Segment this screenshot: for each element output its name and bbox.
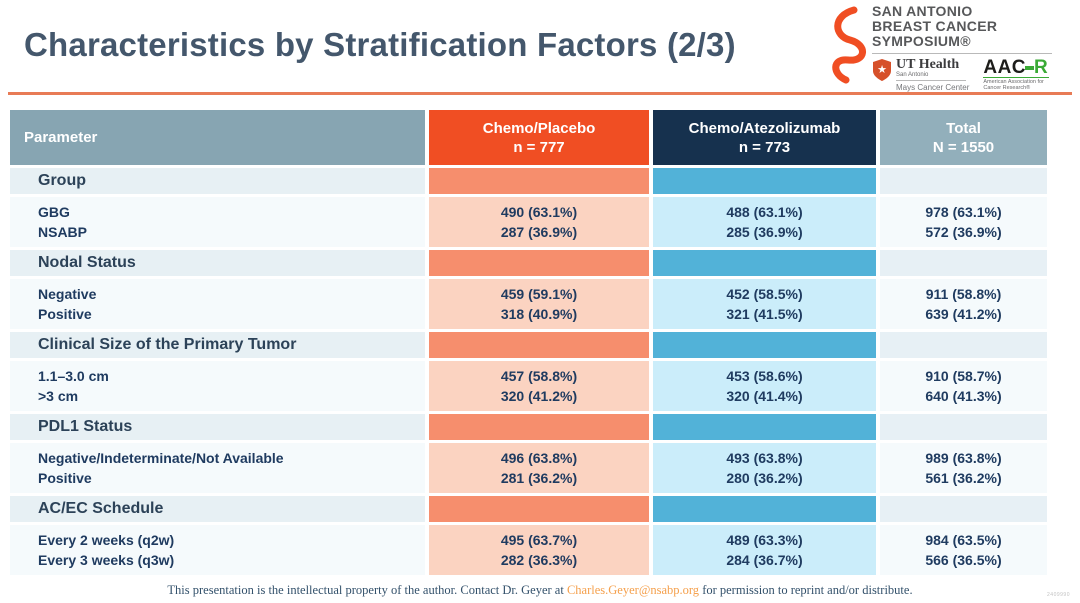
category-band-atezolizumab <box>653 168 876 194</box>
category-band-placebo <box>429 414 649 440</box>
column-header-chemo-atezolizumab: Chemo/Atezolizumab n = 773 <box>653 110 876 165</box>
watermark-id: 2409990 <box>1047 592 1070 598</box>
row-labels-group: GBG NSABP <box>10 197 425 247</box>
values-group-total: 978 (63.1%) 572 (36.9%) <box>880 197 1047 247</box>
footer-text-after: for permission to reprint and/or distrib… <box>699 583 913 597</box>
row-labels-nodal-status: Negative Positive <box>10 279 425 329</box>
category-band-atezolizumab <box>653 250 876 276</box>
ut-health-logo: ★ UT Health San Antonio Mays Cancer Cent… <box>872 58 969 92</box>
category-band-atezolizumab <box>653 414 876 440</box>
sabcs-logo: SAN ANTONIO BREAST CANCER SYMPOSIUM® ★ U… <box>872 4 1052 92</box>
values-group-atezolizumab: 488 (63.1%) 285 (36.9%) <box>653 197 876 247</box>
ut-health-text: UT Health San Antonio Mays Cancer Center <box>896 58 969 92</box>
values-acec-atezolizumab: 489 (63.3%) 284 (36.7%) <box>653 525 876 575</box>
category-band-placebo <box>429 250 649 276</box>
row-labels-clinical-size: 1.1–3.0 cm >3 cm <box>10 361 425 411</box>
category-row-nodal-status: Nodal Status <box>10 250 425 276</box>
ut-health-center: Mays Cancer Center <box>896 83 970 92</box>
aacr-acronym: AAC R <box>983 57 1049 78</box>
partner-logos: ★ UT Health San Antonio Mays Cancer Cent… <box>872 58 1052 92</box>
footer-text-before: This presentation is the intellectual pr… <box>167 583 567 597</box>
sabcs-line1: SAN ANTONIO <box>872 3 973 19</box>
category-band-total <box>880 414 1047 440</box>
category-band-placebo <box>429 332 649 358</box>
column-header-chemo-placebo: Chemo/Placebo n = 777 <box>429 110 649 165</box>
values-nodal-atezolizumab: 452 (58.5%) 321 (41.5%) <box>653 279 876 329</box>
category-band-total <box>880 496 1047 522</box>
category-band-total <box>880 250 1047 276</box>
values-size-atezolizumab: 453 (58.6%) 320 (41.4%) <box>653 361 876 411</box>
values-size-total: 910 (58.7%) 640 (41.3%) <box>880 361 1047 411</box>
category-band-placebo <box>429 168 649 194</box>
sabcs-line3: SYMPOSIUM® <box>872 33 971 49</box>
category-band-total <box>880 168 1047 194</box>
footer-disclaimer: This presentation is the intellectual pr… <box>0 583 1080 598</box>
svg-text:★: ★ <box>877 64 887 76</box>
category-band-atezolizumab <box>653 496 876 522</box>
category-row-clinical-size: Clinical Size of the Primary Tumor <box>10 332 425 358</box>
values-nodal-total: 911 (58.8%) 639 (41.2%) <box>880 279 1047 329</box>
values-pdl1-total: 989 (63.8%) 561 (36.2%) <box>880 443 1047 493</box>
values-pdl1-atezolizumab: 493 (63.8%) 280 (36.2%) <box>653 443 876 493</box>
values-acec-placebo: 495 (63.7%) 282 (36.3%) <box>429 525 649 575</box>
category-row-acec-schedule: AC/EC Schedule <box>10 496 425 522</box>
page-title: Characteristics by Stratification Factor… <box>24 26 736 63</box>
stratification-table: Parameter Chemo/Placebo n = 777 Chemo/At… <box>10 110 1047 575</box>
values-size-placebo: 457 (58.8%) 320 (41.2%) <box>429 361 649 411</box>
aacr-dash-icon <box>1025 66 1035 70</box>
values-nodal-placebo: 459 (59.1%) 318 (40.9%) <box>429 279 649 329</box>
column-header-parameter: Parameter <box>10 110 425 165</box>
ut-health-city: San Antonio <box>896 72 966 81</box>
category-row-group: Group <box>10 168 425 194</box>
category-band-total <box>880 332 1047 358</box>
contact-email-link[interactable]: Charles.Geyer@nsabp.org <box>566 583 700 597</box>
column-header-total: Total N = 1550 <box>880 110 1047 165</box>
row-labels-acec: Every 2 weeks (q2w) Every 3 weeks (q3w) <box>10 525 425 575</box>
aacr-logo: AAC R American Association for Cancer Res… <box>983 57 1050 91</box>
values-acec-total: 984 (63.5%) 566 (36.5%) <box>880 525 1047 575</box>
category-row-pdl1-status: PDL1 Status <box>10 414 425 440</box>
ut-shield-icon: ★ <box>873 59 891 81</box>
row-labels-pdl1: Negative/Indeterminate/Not Available Pos… <box>10 443 425 493</box>
aacr-tagline: American Association for Cancer Research… <box>983 77 1050 91</box>
logo-divider <box>872 53 1052 54</box>
ut-health-name: UT Health <box>896 57 960 72</box>
category-band-atezolizumab <box>653 332 876 358</box>
sabcs-ribbon-icon <box>832 6 866 84</box>
category-band-placebo <box>429 496 649 522</box>
values-group-placebo: 490 (63.1%) 287 (36.9%) <box>429 197 649 247</box>
sabcs-line2: BREAST CANCER <box>872 18 998 34</box>
title-divider <box>8 92 1072 95</box>
logo-block: SAN ANTONIO BREAST CANCER SYMPOSIUM® ★ U… <box>824 4 1052 92</box>
values-pdl1-placebo: 496 (63.8%) 281 (36.2%) <box>429 443 649 493</box>
